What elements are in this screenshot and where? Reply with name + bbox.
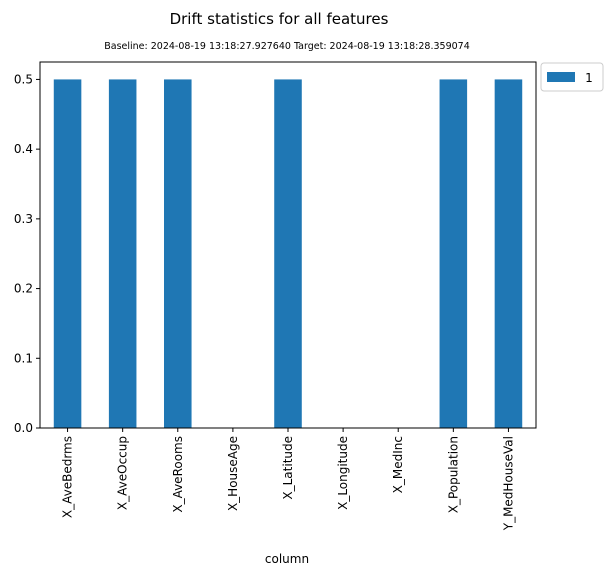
bar-x-population: [439, 79, 468, 428]
legend: 1: [540, 62, 604, 92]
y-tick-label: 0.2: [14, 282, 33, 296]
y-tick-label: 0.3: [14, 212, 33, 226]
bar-x-aveoccup: [108, 79, 137, 428]
x-tick-label: X_AveRooms: [171, 436, 185, 513]
x-tick-label: X_AveBedrms: [61, 436, 75, 518]
x-tick-label: X_Population: [446, 436, 460, 513]
plot-frame: [39, 61, 537, 429]
x-tick-label: X_Longitude: [336, 436, 350, 510]
x-tick-label: Y_MedHouseVal: [501, 436, 515, 531]
chart-title: Drift statistics for all features: [170, 10, 389, 28]
bar-x-latitude: [274, 79, 302, 428]
x-tick-label: X_MedInc: [391, 436, 405, 493]
bar-y-medhouseval: [494, 79, 523, 428]
y-tick-label: 0.0: [14, 421, 33, 435]
bar-x-averooms: [164, 79, 192, 428]
x-tick-label: X_HouseAge: [226, 436, 240, 511]
bars-group: [53, 79, 523, 428]
y-tick-label: 0.5: [14, 72, 33, 86]
x-tick-label: X_Latitude: [281, 436, 295, 500]
y-tick-label: 0.4: [14, 142, 33, 156]
bar-x-avebedrms: [53, 79, 82, 428]
legend-label: 1: [585, 71, 593, 85]
x-tick-label: X_AveOccup: [116, 436, 130, 510]
x-axis-label: column: [265, 552, 309, 566]
x-axis: X_AveBedrms X_AveOccup X_AveRooms X_HouseAg…: [61, 428, 515, 531]
y-tick-label: 0.1: [14, 351, 33, 365]
chart-subtitle: Baseline: 2024-08-19 13:18:27.927640 Tar…: [104, 41, 470, 52]
legend-swatch: [547, 72, 575, 82]
y-axis: 0.0 0.1 0.2 0.3 0.4 0.5: [14, 72, 40, 435]
